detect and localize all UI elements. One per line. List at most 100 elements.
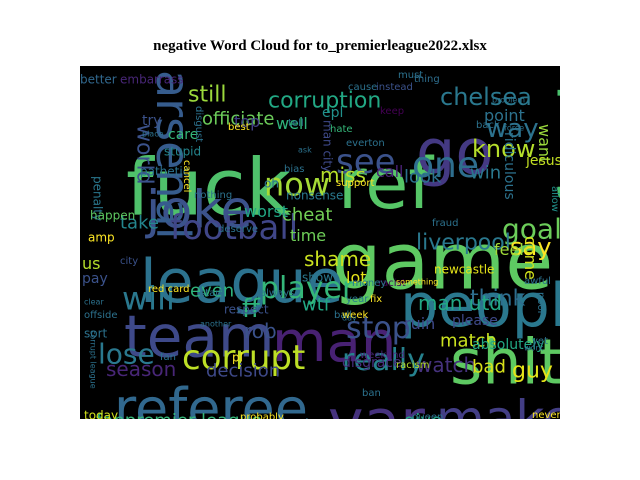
word-decision: decision — [206, 360, 280, 381]
word-corruption: corruption — [268, 89, 381, 114]
word-shit: shit — [450, 326, 560, 399]
word-take: take — [120, 212, 159, 233]
word-keep: keep — [380, 106, 404, 117]
word-ask: ask — [298, 145, 312, 154]
word-tell: tell — [288, 118, 304, 129]
word-season: season — [106, 357, 176, 381]
word-pathetic: pathetic — [140, 165, 189, 179]
word-official: official — [464, 418, 523, 419]
word-wtf: wtf — [302, 294, 331, 315]
word-respect: respect — [224, 303, 269, 317]
word-ridiculous: ridiculous — [501, 132, 517, 200]
word-world: world — [132, 124, 157, 185]
word-top: top — [234, 112, 260, 131]
word-epl: epl — [322, 105, 343, 121]
word-rob: rob — [244, 319, 277, 343]
word-cause: cause — [348, 82, 377, 93]
word-amp: amp — [88, 231, 115, 245]
word-guy: guy — [512, 359, 553, 384]
word-must: must — [398, 70, 423, 81]
word-penalty: penalty — [91, 176, 105, 221]
word-disgust: disgust — [193, 106, 204, 142]
word-weekend: weekend — [360, 350, 405, 361]
word-give: give — [404, 410, 442, 419]
word-care: care — [168, 127, 198, 143]
word-play: play — [555, 84, 560, 220]
word-probably: probably — [240, 412, 284, 419]
word-feel: feel — [494, 240, 524, 259]
word-work: work — [524, 343, 544, 352]
word-shame: shame — [304, 247, 371, 271]
word-try: try — [142, 113, 162, 129]
word-chelsea: chelsea — [440, 83, 532, 111]
word-still: still — [188, 83, 226, 108]
word-player: player — [260, 271, 355, 306]
word-one: one — [412, 145, 479, 186]
word-even: even — [190, 280, 234, 301]
word-worst: worst — [244, 202, 288, 221]
word-racism: racism — [396, 360, 429, 371]
word-newcastle: newcastle — [434, 263, 494, 277]
word-team: team — [124, 302, 274, 370]
word-always: always — [260, 288, 294, 299]
word-corrupt: corrupt — [182, 338, 305, 378]
word-game: game — [332, 217, 553, 307]
word-go: go — [416, 116, 493, 189]
word-liverpool: liverpool — [416, 231, 511, 256]
word-red-card: red card — [148, 284, 189, 295]
word-well: well — [276, 114, 308, 133]
word-joke: joke — [145, 181, 253, 241]
word-racist: racist — [378, 278, 406, 289]
word-var: var — [328, 387, 425, 419]
word-something: something — [396, 277, 438, 286]
word-us: us — [82, 254, 100, 273]
word-ref: ref — [338, 143, 434, 225]
word-man-utd: man utd — [418, 291, 502, 315]
word-watch: watch — [416, 353, 476, 377]
word-want: want — [535, 124, 554, 163]
word-fix: fix — [370, 294, 382, 305]
word-never: never — [532, 410, 560, 419]
word-fanpremier-league: fanpremier league — [96, 410, 262, 419]
word-see: see — [336, 142, 396, 182]
word-oh: oh — [264, 177, 279, 191]
word-useless: useless — [284, 417, 328, 419]
word-awful: awful — [524, 276, 551, 287]
word-way: way — [486, 114, 539, 144]
word-better: better — [80, 73, 117, 87]
word-stop: stop — [346, 311, 411, 346]
word-allow: allow — [549, 186, 560, 212]
word-show: show — [302, 271, 333, 285]
word-come: come — [521, 236, 540, 280]
word-another: another — [200, 319, 232, 328]
word-man-city: man city — [321, 120, 335, 172]
chart-title: negative Word Cloud for to_premierleague… — [153, 38, 487, 54]
word-lose: lose — [98, 337, 155, 370]
word-pay: pay — [82, 271, 108, 287]
word-place: place — [142, 129, 164, 138]
word-week: week — [342, 310, 368, 321]
word-fraud: fraud — [432, 218, 458, 229]
word-day: day — [342, 313, 357, 322]
word-today: today — [84, 409, 118, 419]
word-clear: clear — [84, 297, 104, 306]
word-nothing: nothing — [194, 190, 232, 201]
word-match: match — [440, 330, 497, 351]
word-deserve: deserve — [218, 224, 258, 235]
word-people: people — [400, 271, 560, 341]
word-say: say — [510, 233, 551, 261]
word-please: please — [452, 313, 498, 329]
word-arsenal: arsenal — [146, 70, 200, 240]
word-cancel: cancel — [181, 160, 192, 192]
word-miss: miss — [320, 163, 366, 187]
word-money: money — [352, 278, 386, 289]
word-happen: happen — [90, 209, 135, 223]
word-win: win — [470, 162, 501, 183]
word-will: will — [122, 280, 175, 318]
word-queen: queen — [412, 412, 443, 419]
word-know: know — [472, 135, 535, 163]
word-club: club — [520, 416, 554, 419]
word-time: time — [290, 226, 326, 245]
word-look: look — [404, 166, 442, 187]
